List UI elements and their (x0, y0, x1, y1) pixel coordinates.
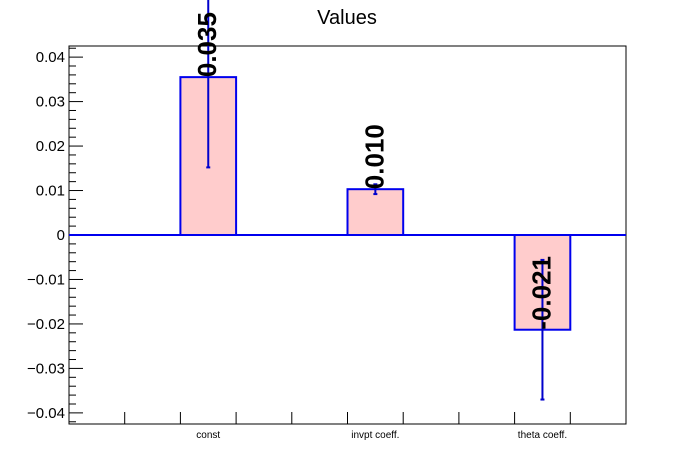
y-tick-label: −0.01 (27, 271, 65, 288)
y-tick-label: 0.01 (36, 183, 65, 200)
error-bar (373, 183, 378, 196)
chart-title: Values (317, 7, 377, 29)
x-category-label: invpt coeff. (351, 430, 399, 441)
y-tick-label: 0.02 (36, 138, 65, 155)
data-label: 0.010 (359, 124, 389, 189)
bar-invpt-coeff (346, 188, 405, 237)
x-category-label: const (196, 430, 220, 441)
y-tick-label: 0.04 (36, 49, 65, 66)
y-tick-label: −0.02 (27, 316, 65, 333)
x-category-label: theta coeff. (518, 430, 567, 441)
error-bars (206, 0, 545, 401)
y-tick-label: 0 (57, 227, 65, 244)
error-bar (206, 0, 211, 169)
y-tick-label: −0.03 (27, 360, 65, 377)
data-label: -0.021 (526, 256, 556, 330)
category-labels: const invpt coeff. theta coeff. (196, 430, 567, 441)
bars (179, 76, 572, 331)
data-label: 0.035 (192, 12, 222, 77)
x-axis (124, 412, 571, 424)
error-bar (540, 258, 545, 401)
y-tick-label: −0.04 (27, 405, 65, 422)
y-tick-label: 0.03 (36, 94, 65, 111)
data-labels: 0.035 0.010 -0.021 (192, 12, 556, 330)
